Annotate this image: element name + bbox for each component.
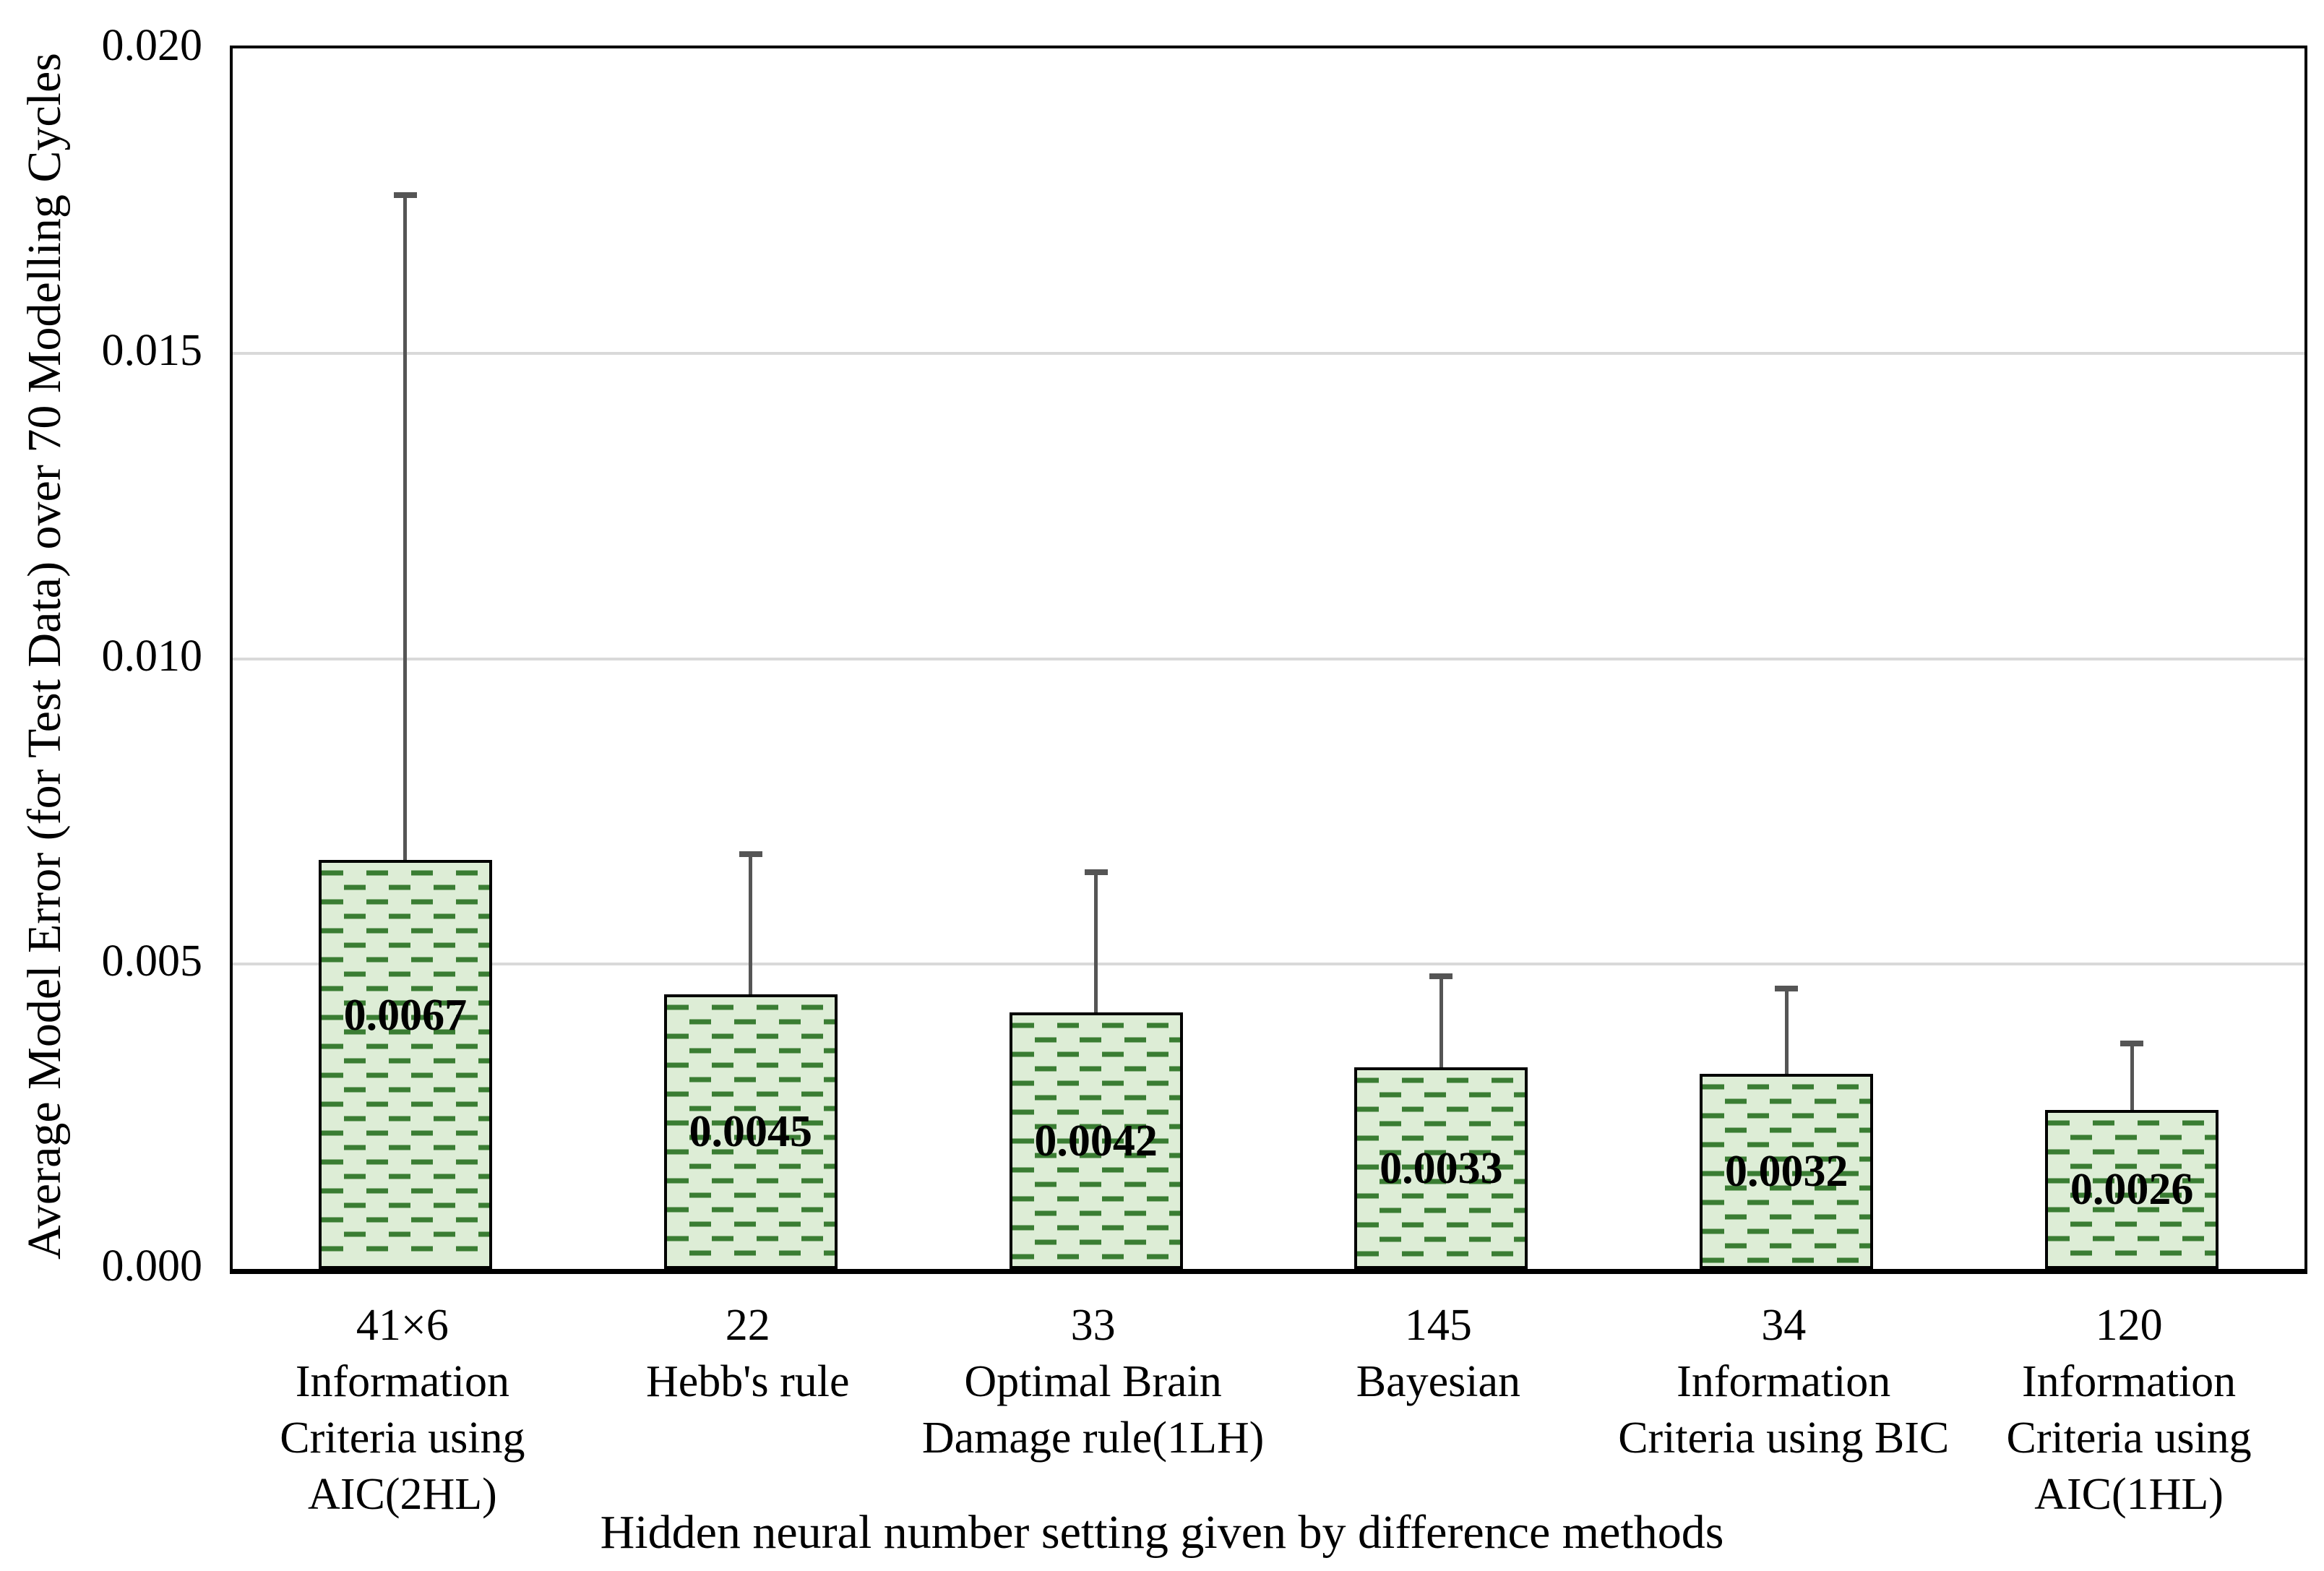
bar-hatch-pattern — [321, 870, 489, 1252]
category-label: 22 Hebb's rule — [646, 1301, 850, 1406]
bar-value-label: 0.0032 — [1725, 1146, 1849, 1196]
error-bar — [1784, 988, 1789, 1074]
category-label: 33 Optimal Brain Damage rule(1LH) — [921, 1301, 1265, 1463]
category-label: 120 Information Criteria using AIC(1HL) — [2006, 1301, 2252, 1519]
y-tick-label: 0.015 — [101, 326, 203, 376]
gridline — [233, 352, 2304, 356]
bar-value-label: 0.0042 — [1034, 1116, 1158, 1166]
plot-area: 0.0067 0.0045 0.0042 0.0033 0.0032 0.0026 — [230, 46, 2307, 1274]
error-bar-cap — [393, 191, 417, 198]
error-bar-cap — [739, 851, 762, 857]
bar-value-label: 0.0033 — [1380, 1143, 1503, 1193]
gridline — [233, 657, 2304, 660]
bar-value-label: 0.0045 — [689, 1106, 813, 1156]
y-tick-label: 0.010 — [101, 631, 203, 681]
bar — [1700, 1073, 1874, 1269]
bar-value-label: 0.0026 — [2070, 1165, 2194, 1215]
bar — [663, 994, 838, 1269]
error-bar-cap — [1084, 869, 1108, 876]
bar — [1009, 1012, 1183, 1269]
category-label: 41×6 Information Criteria using AIC(2HL) — [280, 1301, 525, 1519]
category-label: 145 Bayesian — [1356, 1301, 1521, 1406]
bar-hatch-pattern — [2048, 1120, 2216, 1256]
error-bar — [1439, 976, 1443, 1068]
y-tick-label: 0.005 — [101, 936, 203, 986]
y-tick-label: 0.020 — [101, 21, 203, 70]
error-bar-cap — [1429, 973, 1453, 979]
bar-value-label: 0.0067 — [343, 991, 468, 1041]
error-bar-cap — [1775, 985, 1799, 991]
y-tick-label: 0.000 — [101, 1241, 203, 1291]
bar — [2045, 1110, 2219, 1269]
error-bar-cap — [2120, 1040, 2144, 1046]
bar — [1354, 1067, 1528, 1269]
gridline — [233, 962, 2304, 965]
category-label: 34 Information Criteria using BIC — [1618, 1301, 1950, 1463]
bar-hatch-pattern — [666, 1004, 835, 1256]
error-bar — [403, 194, 408, 861]
error-bar — [1094, 872, 1098, 1013]
bar — [318, 860, 492, 1269]
x-axis-title: Hidden neural number setting given by di… — [600, 1506, 1724, 1559]
error-bar — [2130, 1043, 2134, 1111]
bar-hatch-pattern — [1703, 1084, 1871, 1263]
bar-hatch-pattern — [1012, 1023, 1180, 1260]
bar-hatch-pattern — [1357, 1077, 1525, 1257]
error-bar — [749, 853, 753, 994]
